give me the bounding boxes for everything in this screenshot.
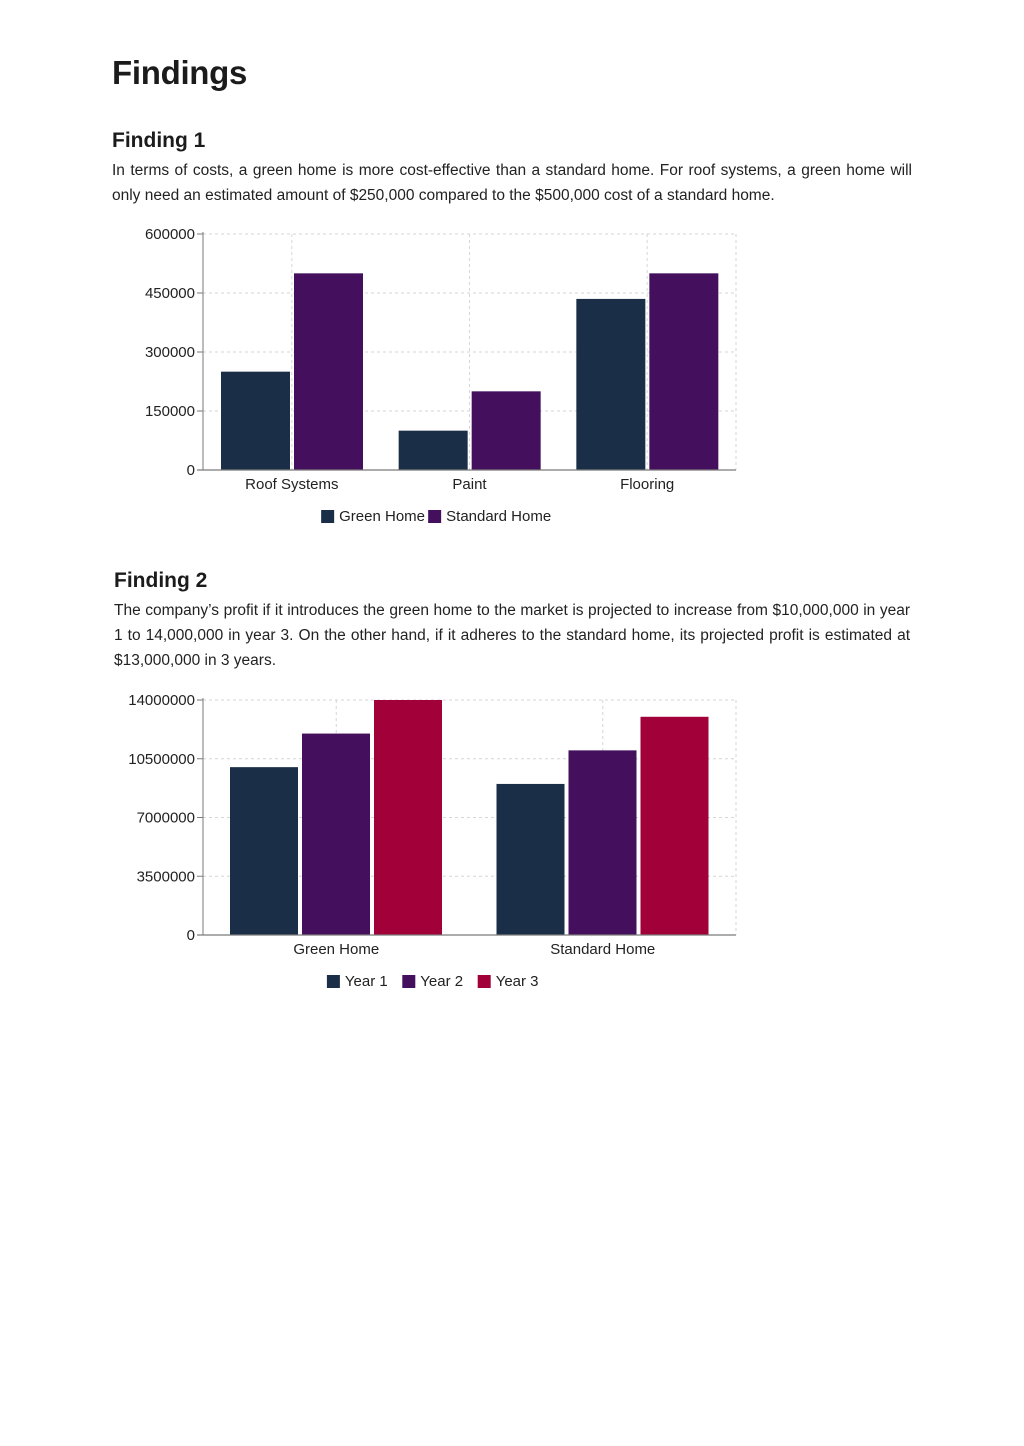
bar-year-1-green-home <box>230 767 298 935</box>
chart-legend: Year 1 Year 2 Year 3 <box>326 973 539 990</box>
bar-standard-home-flooring <box>649 273 719 470</box>
bar-year-1-standard-home <box>496 783 565 935</box>
x-tick-label: Roof Systems <box>245 476 338 493</box>
finding-1-text: In terms of costs, a green home is more … <box>112 162 912 204</box>
bar-green-home-paint <box>398 430 468 470</box>
y-tick-label: 14000000 <box>128 692 195 709</box>
y-tick-label: 600000 <box>145 226 195 243</box>
y-tick-label: 0 <box>187 927 195 944</box>
bar-year-2-green-home <box>302 733 370 935</box>
bar-green-home-flooring <box>576 298 646 470</box>
x-tick-label: Green Home <box>293 941 379 958</box>
y-tick-label: 0 <box>187 462 195 479</box>
y-tick-label: 150000 <box>145 403 195 420</box>
chart-legend: Green Home Standard Home <box>321 508 551 525</box>
page-title: Findings <box>112 54 248 91</box>
finding-1-heading: Finding 1 <box>112 129 206 152</box>
legend-label: Year 2 <box>420 973 463 990</box>
legend-label: Green Home <box>339 508 425 525</box>
legend-swatch <box>477 975 491 988</box>
bar-year-2-standard-home <box>568 750 637 935</box>
y-tick-label: 300000 <box>145 344 195 361</box>
legend-swatch <box>402 975 416 988</box>
bar-green-home-roof-systems <box>221 371 290 470</box>
x-tick-label: Flooring <box>620 476 674 493</box>
finding-2-heading: Finding 2 <box>114 569 208 592</box>
x-tick-label: Standard Home <box>550 941 655 958</box>
y-tick-label: 450000 <box>145 285 195 302</box>
finding-2-text: The company’s profit if it introduces th… <box>114 602 910 669</box>
bar-year-3-standard-home <box>640 716 709 935</box>
chart-bars <box>230 700 709 935</box>
legend-label: Standard Home <box>446 508 551 525</box>
chart-bars <box>221 273 719 470</box>
y-tick-label: 3500000 <box>137 868 195 885</box>
finding-1-chart: 0 150000 300000 450000 600000 Roof Systems Pai… <box>145 226 737 525</box>
bar-year-3-green-home <box>374 700 442 935</box>
y-tick-label: 10500000 <box>128 751 195 768</box>
legend-label: Year 3 <box>496 973 539 990</box>
legend-label: Year 1 <box>345 973 388 990</box>
legend-swatch <box>326 975 340 988</box>
x-tick-label: Paint <box>452 476 487 493</box>
legend-swatch <box>428 510 442 523</box>
bar-standard-home-roof-systems <box>294 273 363 470</box>
finding-2-chart: 0 3500000 7000000 10500000 14000000 Green Hom… <box>128 692 737 990</box>
bar-standard-home-paint <box>471 391 541 470</box>
y-tick-label: 7000000 <box>137 810 195 827</box>
chart-gridlines <box>203 233 737 470</box>
legend-swatch <box>321 510 335 523</box>
